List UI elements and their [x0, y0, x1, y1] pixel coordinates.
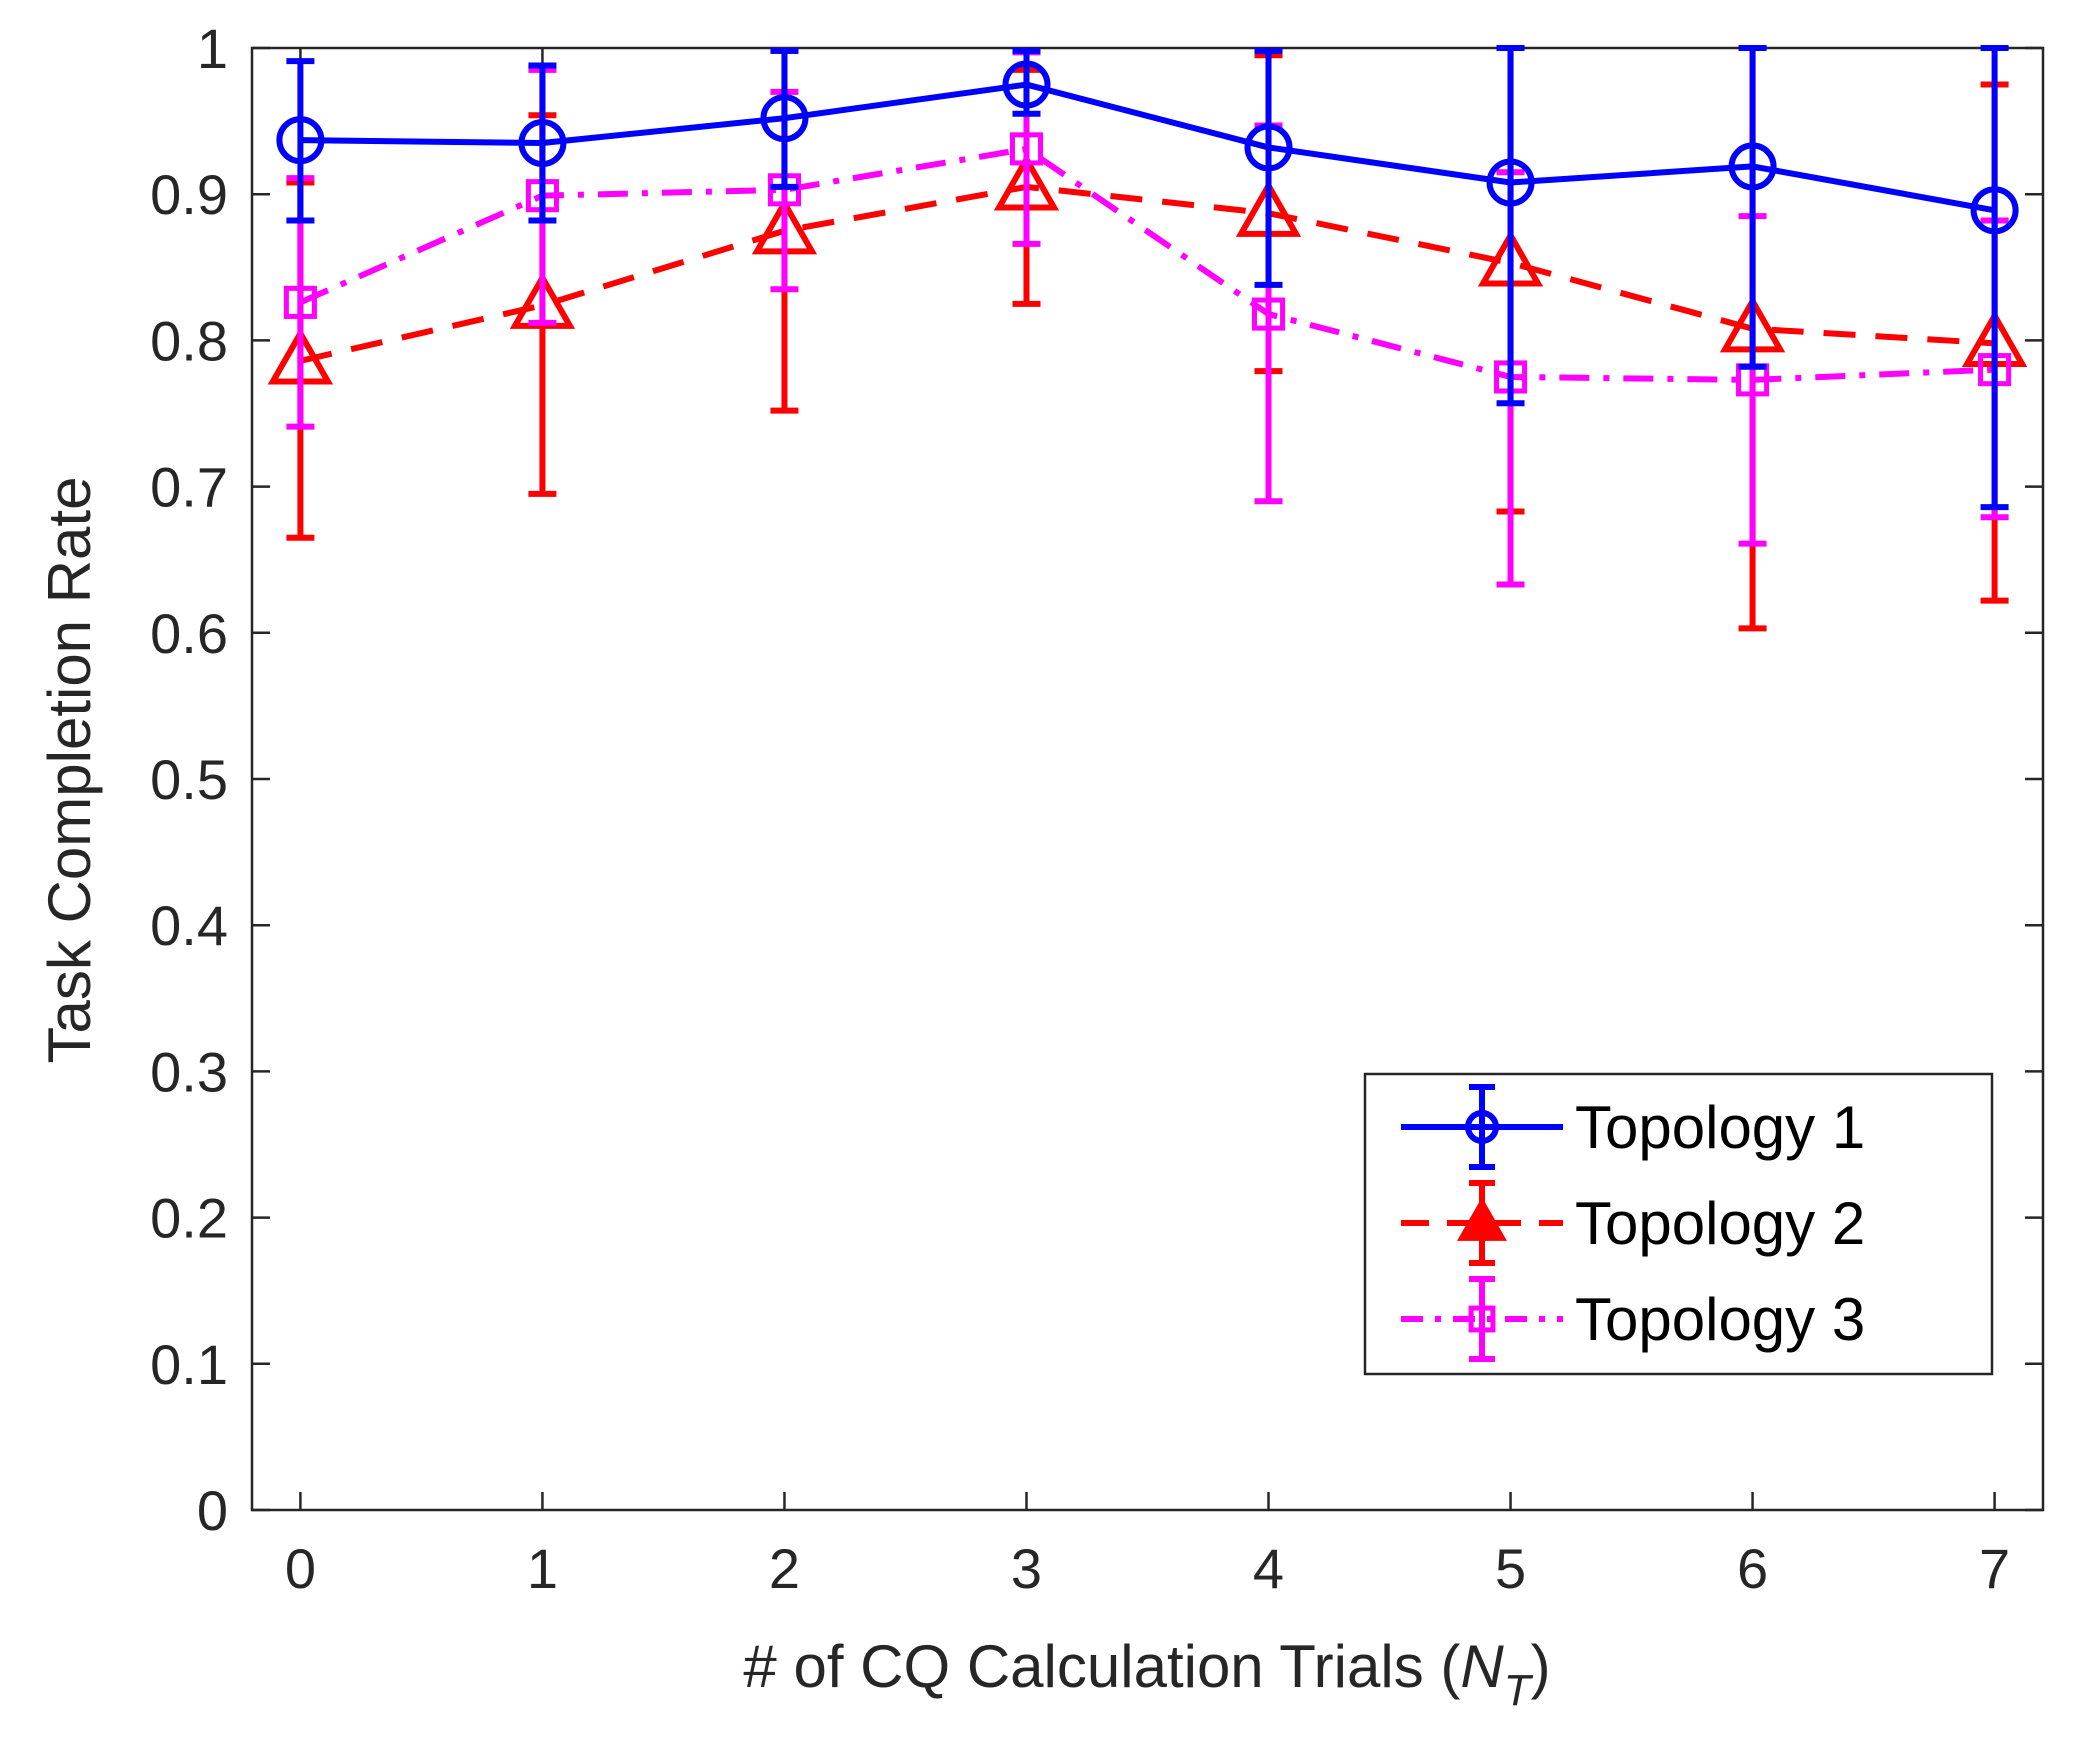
y-tick-label: 0.6 [150, 602, 228, 665]
x-axis-title: # of CQ Calculation Trials (NT) [743, 1633, 1550, 1715]
legend-label: Topology 2 [1575, 1190, 1865, 1257]
x-tick-label: 0 [285, 1537, 316, 1600]
x-axis-title-subscript: T [1504, 1666, 1534, 1715]
data-point [1009, 132, 1044, 166]
x-tick-label: 6 [1737, 1537, 1768, 1600]
data-point [283, 285, 317, 319]
legend: Topology 1 Topology 2 Topology 3 [1363, 1072, 1994, 1376]
series-topology-1 [276, 45, 2019, 511]
data-point [1728, 142, 1777, 191]
legend-item-1: Topology 1 [1401, 1084, 1865, 1170]
data-point [1251, 297, 1286, 331]
legend-label: Topology 1 [1575, 1094, 1865, 1161]
x-tick-label: 7 [1979, 1537, 2010, 1600]
y-tick-label: 0.7 [150, 456, 228, 519]
legend-item-3: Topology 3 [1401, 1276, 1865, 1362]
x-tick-label: 3 [1011, 1537, 1042, 1600]
series-line [299, 145, 1995, 383]
y-tick-label: 0.5 [150, 748, 228, 811]
y-tick-label: 0.4 [150, 894, 228, 957]
legend-marker [1468, 1305, 1496, 1333]
x-axis-title-close: ) [1531, 1633, 1551, 1700]
legend-marker [1465, 1110, 1499, 1144]
y-tick-label: 0.1 [150, 1333, 228, 1396]
x-tick-label: 1 [527, 1537, 558, 1600]
x-tick-label: 2 [769, 1537, 800, 1600]
y-tick-label: 0.2 [150, 1187, 228, 1250]
data-point [509, 271, 576, 329]
x-tick-label: 4 [1253, 1537, 1284, 1600]
legend-marker [1457, 1197, 1507, 1241]
x-axis-title-text: # of CQ Calculation Trials ( [743, 1633, 1460, 1700]
series-line [299, 183, 1995, 364]
y-tick-label: 0.8 [150, 309, 228, 372]
series-clip-group [267, 45, 2028, 632]
data-point [1970, 186, 2019, 235]
data-point [1244, 123, 1293, 172]
y-tick-label: 1 [197, 17, 228, 80]
x-tick-label: 5 [1495, 1537, 1526, 1600]
legend-label: Topology 3 [1575, 1286, 1865, 1353]
data-point [760, 94, 809, 143]
y-tick-label: 0.3 [150, 1040, 228, 1103]
y-tick-label: 0.9 [150, 163, 228, 226]
series-layer [267, 45, 2028, 632]
series-line [300, 81, 1996, 214]
data-point [1486, 158, 1535, 207]
data-point [518, 119, 567, 168]
data-point [276, 116, 325, 165]
y-axis-title: Task Completion Rate [36, 477, 103, 1064]
data-point [1002, 60, 1051, 109]
y-tick-label: 0 [197, 1479, 228, 1542]
legend-item-2: Topology 2 [1401, 1180, 1865, 1266]
axes: 0 1 2 3 4 5 6 7 0 0.1 0.2 0.3 0.4 0.5 0.6 0.7 0.8 0.9 1 [150, 17, 2045, 1600]
x-axis-title-variable: N [1460, 1633, 1504, 1700]
